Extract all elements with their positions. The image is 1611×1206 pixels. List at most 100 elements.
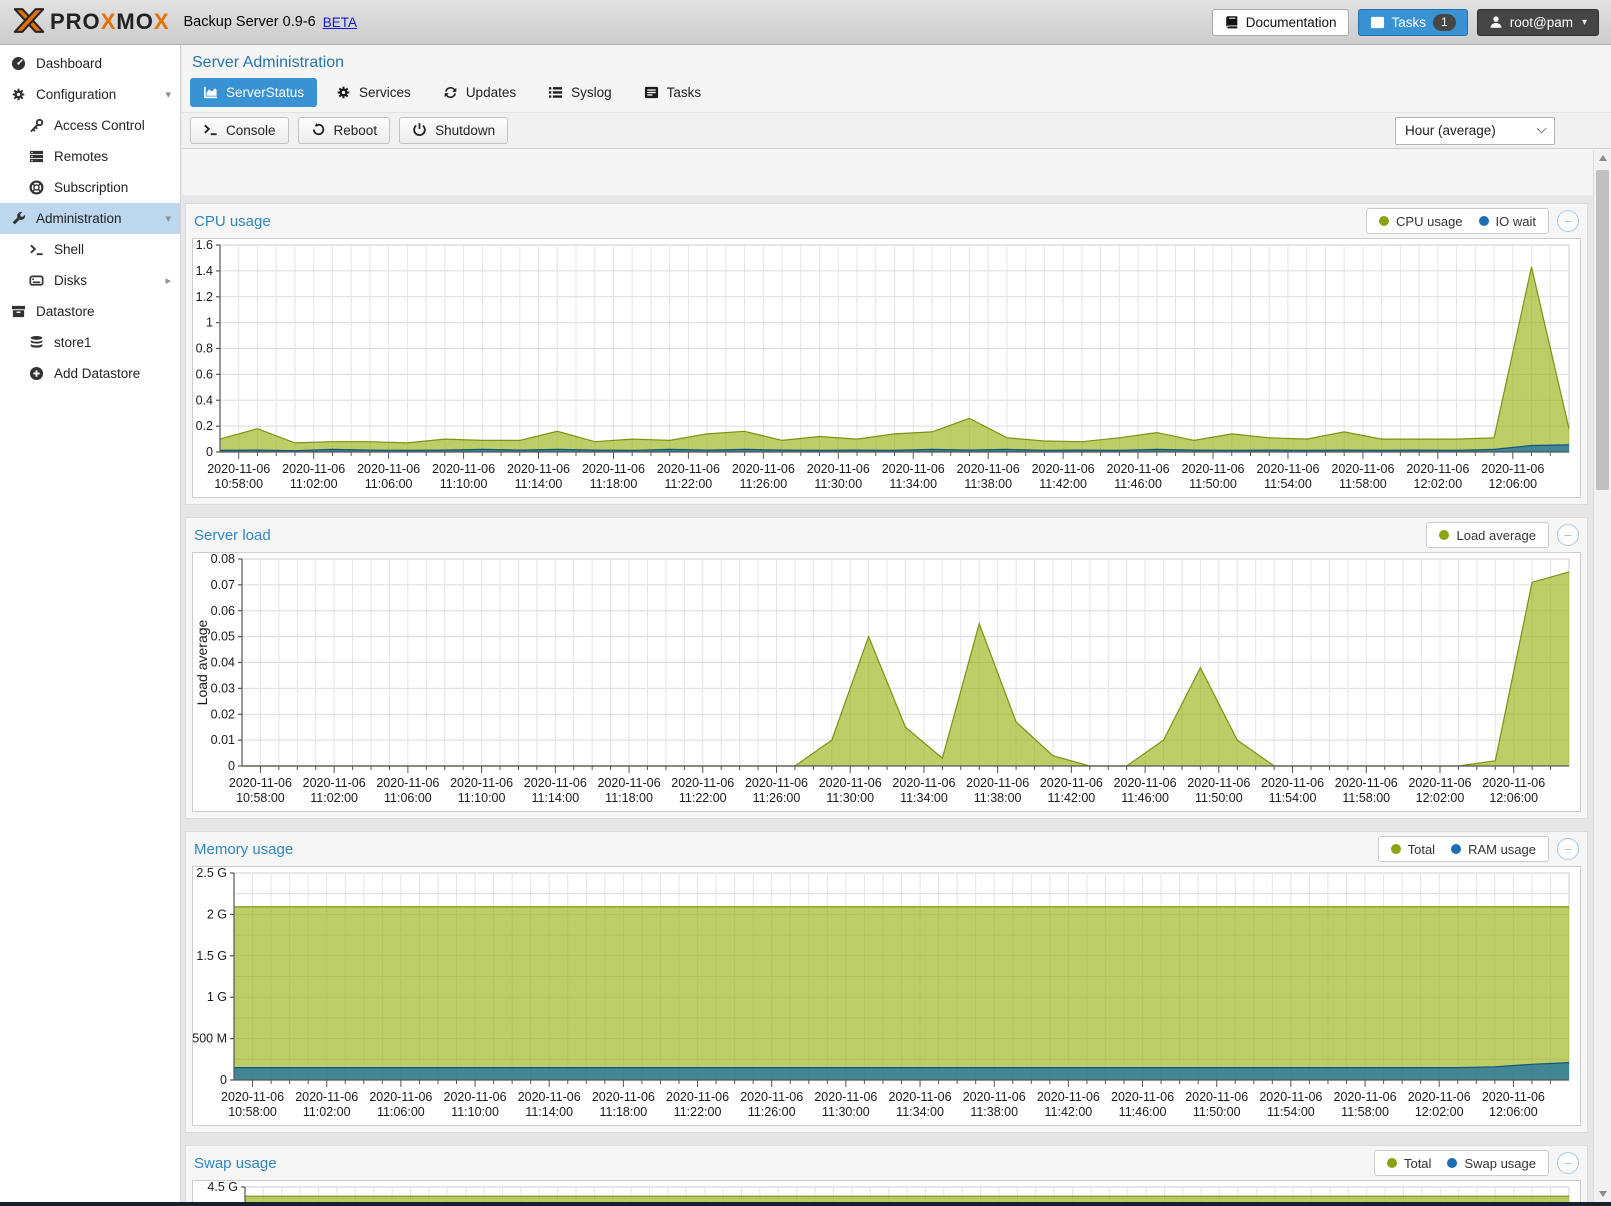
svg-text:4.5 G: 4.5 G <box>207 1181 238 1194</box>
svg-text:11:34:00: 11:34:00 <box>900 791 948 805</box>
svg-text:2020-11-06: 2020-11-06 <box>1482 1090 1545 1104</box>
svg-text:1.4: 1.4 <box>196 264 213 278</box>
tasks-button[interactable]: Tasks 1 <box>1357 8 1468 36</box>
legend-item[interactable]: Load average <box>1439 528 1536 543</box>
key-icon <box>28 118 45 133</box>
sidebar-item-add-datastore[interactable]: Add Datastore <box>0 358 180 389</box>
legend-item[interactable]: CPU usage <box>1379 213 1463 229</box>
tasks-count-badge: 1 <box>1433 13 1456 31</box>
svg-text:10:58:00: 10:58:00 <box>236 791 285 805</box>
svg-text:11:02:00: 11:02:00 <box>310 791 358 805</box>
legend-item[interactable]: Total <box>1386 1156 1431 1171</box>
svg-text:11:54:00: 11:54:00 <box>1269 791 1317 805</box>
tab-syslog[interactable]: Syslog <box>535 78 625 107</box>
svg-text:2020-11-06: 2020-11-06 <box>592 1090 655 1104</box>
svg-text:2020-11-06: 2020-11-06 <box>450 776 513 790</box>
tab-serverstatus[interactable]: ServerStatus <box>190 78 318 107</box>
legend-dot <box>1386 1158 1397 1168</box>
svg-text:0.02: 0.02 <box>211 707 235 721</box>
gears-icon <box>10 87 27 102</box>
sidebar-item-label: Remotes <box>54 149 109 164</box>
plus-circle-icon <box>28 366 45 381</box>
panel-header: Server load Load average − <box>186 518 1587 552</box>
svg-text:11:58:00: 11:58:00 <box>1341 1105 1389 1119</box>
svg-text:2020-11-06: 2020-11-06 <box>1182 462 1245 476</box>
app-header: PROXMOX Backup Server 0.9-6 BETA Documen… <box>0 0 1611 45</box>
svg-text:2020-11-06: 2020-11-06 <box>671 776 734 790</box>
legend-item[interactable]: RAM usage <box>1451 842 1536 857</box>
sidebar-item-remotes[interactable]: Remotes <box>0 141 180 172</box>
svg-text:11:18:00: 11:18:00 <box>600 1105 648 1119</box>
vertical-scrollbar[interactable] <box>1593 150 1611 1202</box>
chart-legend: Total RAM usage <box>1377 836 1549 862</box>
legend-item[interactable]: Total <box>1390 842 1435 857</box>
svg-text:11:02:00: 11:02:00 <box>303 1105 351 1119</box>
user-menu-button[interactable]: root@pam ▾ <box>1476 8 1599 36</box>
scrollbar-thumb[interactable] <box>1596 170 1609 490</box>
chart-area-icon <box>203 85 218 100</box>
chevron-down-icon: ▾ <box>165 89 171 101</box>
sidebar-item-disks[interactable]: Disks ▸ <box>0 265 180 296</box>
svg-text:2020-11-06: 2020-11-06 <box>1408 776 1471 790</box>
svg-text:0: 0 <box>220 1073 227 1087</box>
shutdown-button[interactable]: Shutdown <box>399 117 509 144</box>
svg-text:0.05: 0.05 <box>211 630 235 644</box>
legend-label: CPU usage <box>1396 213 1463 229</box>
archive-icon <box>10 304 27 319</box>
svg-text:0.04: 0.04 <box>211 656 235 670</box>
triangle-down-icon <box>1598 1191 1607 1197</box>
sidebar-item-dashboard[interactable]: Dashboard <box>0 48 180 79</box>
tab-services[interactable]: Services <box>323 78 424 107</box>
svg-text:11:22:00: 11:22:00 <box>674 1105 722 1119</box>
svg-text:2020-11-06: 2020-11-06 <box>1335 776 1398 790</box>
sidebar-item-access-control[interactable]: Access Control <box>0 110 180 141</box>
page-title: Server Administration <box>192 54 345 71</box>
chart-legend: CPU usage IO wait <box>1366 208 1549 234</box>
svg-text:11:30:00: 11:30:00 <box>814 477 862 491</box>
legend-item[interactable]: Swap usage <box>1447 1156 1536 1171</box>
svg-text:11:46:00: 11:46:00 <box>1119 1105 1167 1119</box>
sidebar-item-store1[interactable]: store1 <box>0 327 180 358</box>
svg-text:2020-11-06: 2020-11-06 <box>1107 462 1170 476</box>
svg-text:2020-11-06: 2020-11-06 <box>507 462 570 476</box>
svg-text:0.4: 0.4 <box>196 393 213 407</box>
proxmox-x-icon <box>12 7 46 37</box>
reboot-button[interactable]: Reboot <box>297 117 391 144</box>
sidebar-item-datastore[interactable]: Datastore <box>0 296 180 327</box>
tab-label: Tasks <box>666 85 702 100</box>
collapse-panel-button[interactable]: − <box>1557 524 1579 546</box>
collapse-panel-button[interactable]: − <box>1557 838 1579 860</box>
disk-icon <box>28 273 45 288</box>
proxmox-logo: PROXMOX <box>12 7 170 37</box>
console-button[interactable]: Console <box>190 117 289 144</box>
svg-text:2020-11-06: 2020-11-06 <box>1259 1090 1322 1104</box>
documentation-button[interactable]: Documentation <box>1211 8 1349 36</box>
legend-item[interactable]: IO wait <box>1478 214 1536 229</box>
legend-label: RAM usage <box>1468 841 1536 857</box>
panel-title: Memory usage <box>194 840 294 858</box>
beta-link[interactable]: BETA <box>322 14 357 30</box>
collapse-panel-button[interactable]: − <box>1557 210 1579 232</box>
svg-text:11:26:00: 11:26:00 <box>753 791 801 805</box>
svg-text:2020-11-06: 2020-11-06 <box>598 776 661 790</box>
scroll-down-button[interactable] <box>1594 1186 1611 1202</box>
user-icon <box>1489 15 1503 29</box>
rows-icon <box>28 149 45 164</box>
svg-text:12:06:00: 12:06:00 <box>1488 477 1537 491</box>
sidebar-item-shell[interactable]: Shell <box>0 234 180 265</box>
legend-dot <box>1439 530 1450 540</box>
tab-updates[interactable]: Updates <box>430 78 529 107</box>
scroll-up-button[interactable] <box>1594 150 1611 166</box>
svg-text:2020-11-06: 2020-11-06 <box>229 776 292 790</box>
sidebar-item-configuration[interactable]: Configuration ▾ <box>0 79 180 110</box>
tab-tasks[interactable]: Tasks <box>631 78 715 107</box>
sidebar-item-subscription[interactable]: Subscription <box>0 172 180 203</box>
svg-text:2020-11-06: 2020-11-06 <box>1114 776 1177 790</box>
sidebar-item-administration[interactable]: Administration ▾ <box>0 203 180 234</box>
svg-text:1.5 G: 1.5 G <box>196 949 227 963</box>
collapse-panel-button[interactable]: − <box>1557 1152 1579 1174</box>
terminal-icon <box>203 122 218 140</box>
timeframe-dropdown[interactable]: Hour (average) <box>1395 116 1555 145</box>
svg-text:Load average: Load average <box>194 619 210 705</box>
chart-legend: Total Swap usage <box>1373 1150 1549 1176</box>
